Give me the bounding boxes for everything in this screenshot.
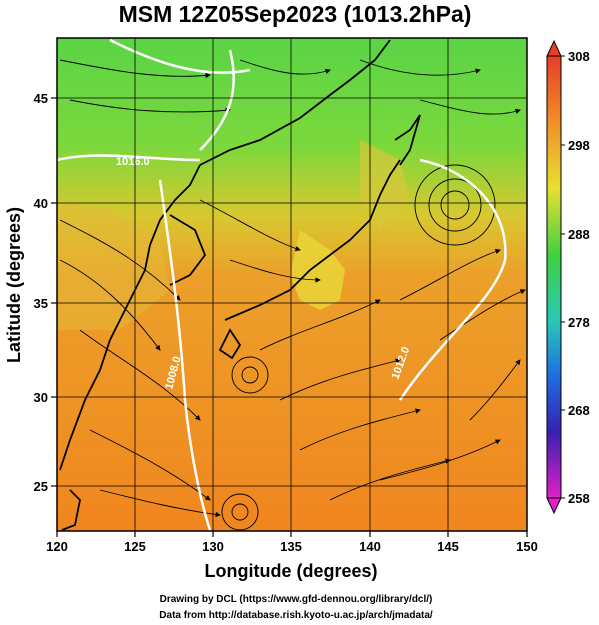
y-tick-label: 40 <box>34 196 48 211</box>
x-axis-title: Longitude (degrees) <box>204 561 377 581</box>
isobar-1016 <box>57 154 201 162</box>
colorbar-tick-label: 268 <box>568 403 590 418</box>
colorbar-min-arrow <box>546 497 562 515</box>
isobar-label-1016: 1016.0 <box>116 156 150 168</box>
isobar-north-2 <box>199 49 235 151</box>
colorbar-tick-label: 258 <box>568 491 590 506</box>
coastline-korea <box>169 214 207 286</box>
colorbar-tick-label: 288 <box>568 227 590 242</box>
map-plot-area: 1016.0 1008.0 1012.0 <box>57 38 527 531</box>
y-axis-title: Latitude (degrees) <box>4 207 24 363</box>
chart-title: MSM 12Z05Sep2023 (1013.2hPa) <box>119 1 472 27</box>
colorbar-tick-label: 308 <box>568 49 590 64</box>
y-tick-label: 25 <box>34 479 48 494</box>
x-tick-label: 145 <box>437 539 459 554</box>
isobars <box>57 38 507 531</box>
coastline-japan-honshu <box>224 159 401 321</box>
coastline-hokkaido <box>394 114 421 166</box>
x-tick-label: 135 <box>280 539 302 554</box>
x-tick-label: 140 <box>359 539 381 554</box>
isobar-1008 <box>158 179 212 531</box>
colorbar: 308 298 288 278 268 258 <box>546 39 590 515</box>
y-tick-label: 30 <box>34 390 48 405</box>
coastline-kyushu <box>218 328 242 360</box>
x-tick-label: 150 <box>516 539 538 554</box>
colorbar-tick-label: 298 <box>568 138 590 153</box>
y-tick-label: 45 <box>34 91 48 106</box>
x-tick-marks <box>56 531 528 537</box>
x-tick-label: 120 <box>46 539 68 554</box>
x-tick-labels: 120 125 130 135 140 145 150 <box>46 539 538 554</box>
y-tick-label: 35 <box>34 296 48 311</box>
coastline-taiwan <box>61 489 81 531</box>
y-tick-marks <box>51 97 57 487</box>
wind-streamlines <box>59 59 526 518</box>
colorbar-scale <box>546 55 562 499</box>
vortex-circulations <box>221 164 496 531</box>
isobar-1012 <box>398 158 507 401</box>
land-warm-patch <box>290 230 345 310</box>
colorbar-max-arrow <box>546 39 562 57</box>
graticule <box>57 38 527 531</box>
coastline-mainland-north <box>199 39 391 166</box>
coastline-china-east <box>59 299 131 471</box>
coastlines <box>59 39 421 531</box>
credit-data: Data from http://database.rish.kyoto-u.a… <box>159 610 433 621</box>
colorbar-tick-label: 278 <box>568 315 590 330</box>
x-tick-label: 130 <box>202 539 224 554</box>
credit-drawing: Drawing by DCL (https://www.gfd-dennou.o… <box>160 594 433 605</box>
x-tick-label: 125 <box>124 539 146 554</box>
plot-frame <box>56 37 528 532</box>
y-tick-labels: 25 30 35 40 45 <box>34 91 48 494</box>
